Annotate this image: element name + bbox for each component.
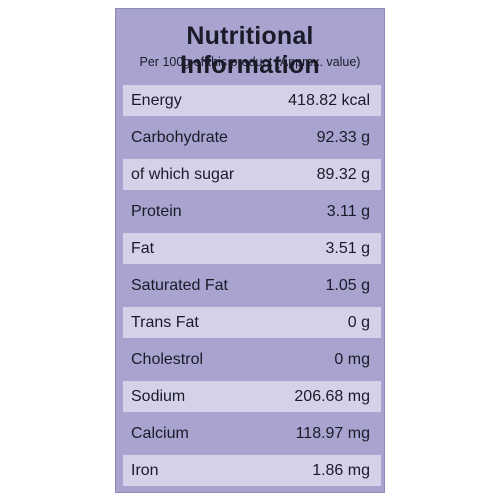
nutrient-value: 89.32 g bbox=[316, 165, 370, 183]
nutrient-name: Fat bbox=[131, 239, 155, 257]
nutrient-name: Protein bbox=[131, 202, 182, 220]
nutrient-name: Carbohydrate bbox=[131, 128, 228, 146]
nutrient-name: Cholestrol bbox=[131, 350, 204, 368]
nutrient-value: 418.82 kcal bbox=[288, 91, 370, 109]
nutrient-row-energy: Energy 418.82 kcal bbox=[123, 85, 381, 116]
nutrient-row-protein: Protein 3.11 g bbox=[123, 196, 381, 227]
nutrient-name: of which sugar bbox=[131, 165, 235, 183]
nutrient-row-carbohydrate: Carbohydrate 92.33 g bbox=[123, 122, 381, 153]
nutrient-value: 1.86 mg bbox=[312, 461, 370, 479]
nutrient-row-sugar: of which sugar 89.32 g bbox=[123, 159, 381, 190]
nutrient-row-sodium: Sodium 206.68 mg bbox=[123, 381, 381, 412]
nutrient-value: 0 g bbox=[347, 313, 370, 331]
nutrient-name: Calcium bbox=[131, 424, 189, 442]
nutrient-name: Sodium bbox=[131, 387, 186, 405]
nutrient-table: Energy 418.82 kcal Carbohydrate 92.33 g … bbox=[123, 85, 381, 492]
nutrient-name: Saturated Fat bbox=[131, 276, 228, 294]
nutrient-value: 3.51 g bbox=[325, 239, 370, 257]
nutrient-name: Iron bbox=[131, 461, 159, 479]
nutrition-label: Nutritional Information Per 100g of this… bbox=[115, 8, 385, 493]
nutrient-row-trans-fat: Trans Fat 0 g bbox=[123, 307, 381, 338]
nutrient-value: 1.05 g bbox=[325, 276, 370, 294]
nutrient-value: 206.68 mg bbox=[294, 387, 370, 405]
nutrient-value: 118.97 mg bbox=[295, 424, 370, 442]
panel-subtitle: Per 100g of this product (Approx. value) bbox=[139, 55, 361, 69]
nutrient-row-cholestrol: Cholestrol 0 mg bbox=[123, 344, 381, 375]
nutrient-row-iron: Iron 1.86 mg bbox=[123, 455, 381, 486]
panel-title: Nutritional Information bbox=[180, 22, 320, 79]
nutrient-name: Trans Fat bbox=[131, 313, 199, 331]
nutrient-row-fat: Fat 3.51 g bbox=[123, 233, 381, 264]
nutrient-value: 0 mg bbox=[334, 350, 370, 368]
nutrient-row-saturated-fat: Saturated Fat 1.05 g bbox=[123, 270, 381, 301]
nutrient-name: Energy bbox=[131, 91, 182, 109]
nutrient-row-calcium: Calcium 118.97 mg bbox=[123, 418, 381, 449]
nutrient-value: 3.11 g bbox=[326, 202, 370, 220]
nutrient-value: 92.33 g bbox=[316, 128, 370, 146]
